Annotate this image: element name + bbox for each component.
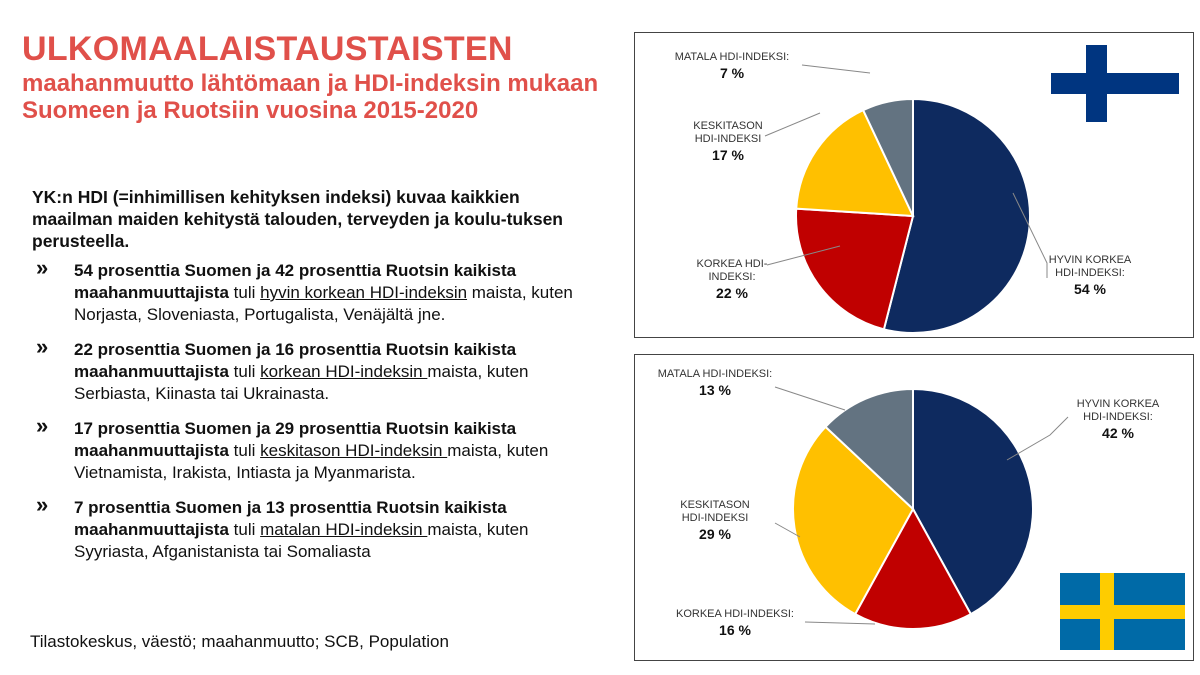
fi-slice-value-2: 17 % (712, 147, 744, 163)
bullet-item: » 22 prosenttia Suomen ja 16 prosenttia … (36, 334, 596, 405)
chevron-right-icon: » (36, 413, 49, 438)
se-leader-line-3 (774, 386, 846, 411)
bullet-item: » 7 prosenttia Suomen ja 13 prosenttia R… (36, 492, 596, 563)
fi-slice-label-3: MATALA HDI-INDEKSI: (675, 51, 790, 63)
fi-slice-label-2: KESKITASON (693, 120, 763, 132)
se-slice-label-2: KESKITASON (680, 499, 750, 511)
bullet-item: » 54 prosenttia Suomen ja 42 prosenttia … (36, 255, 596, 326)
fi-leader-line-0 (1012, 192, 1048, 278)
page-subtitle: maahanmuutto lähtömaan ja HDI-indeksin m… (22, 70, 599, 124)
fi-slice-label-0: HDI-INDEKSI: (1055, 267, 1125, 279)
se-slice-value-0: 42 % (1102, 425, 1134, 441)
fi-slice-label-1: INDEKSI: (708, 271, 755, 283)
fi-leader-line-1 (766, 245, 841, 266)
intro-text: YK:n HDI (=inhimillisen kehityksen indek… (32, 187, 563, 251)
bullet-underlined-text: keskitason HDI-indeksin (260, 441, 448, 460)
chevron-right-icon: » (36, 334, 49, 359)
se-slice-label-0: HDI-INDEKSI: (1083, 411, 1153, 423)
bullet-text: maista, kuten Syyriasta, Afganistanista … (74, 520, 529, 561)
se-slice-label-0: HYVIN KORKEA (1077, 398, 1160, 410)
fi-pie-slice-1 (795, 207, 915, 331)
bullet-text: maista, kuten Serbiasta, Kiinasta tai Uk… (74, 362, 529, 403)
bullet-underlined-text: matalan HDI-indeksin (260, 520, 428, 539)
se-leader-line-2 (774, 522, 801, 538)
finland-flag-icon (1051, 45, 1179, 122)
se-pie-slice-1 (853, 506, 973, 631)
bullet-item: » 17 prosenttia Suomen ja 29 prosenttia … (36, 413, 596, 484)
se-pie-slice-0 (912, 387, 1034, 616)
se-slice-label-1: KORKEA HDI-INDEKSI: (676, 608, 794, 620)
bullet-bold-text: 7 prosenttia Suomen ja 13 prosenttia Ruo… (74, 498, 507, 539)
bullet-bold-text: 22 prosenttia Suomen ja 16 prosenttia Ru… (74, 340, 517, 381)
bullet-underlined-text: hyvin korkean HDI-indeksin (260, 283, 468, 302)
fi-pie-slice-2 (795, 108, 915, 218)
fi-leader-line-2 (764, 112, 821, 137)
bullet-text: tuli (228, 441, 261, 460)
page-title: ULKOMAALAISTAUSTAISTEN (22, 30, 513, 68)
se-pie-slice-2 (791, 425, 915, 616)
fi-slice-label-1: KORKEA HDI- (697, 258, 768, 270)
bullet-text: tuli (228, 362, 261, 381)
fi-slice-label-0: HYVIN KORKEA (1049, 254, 1132, 266)
bullet-underlined-text: korkean HDI-indeksin (260, 362, 428, 381)
bullet-list: » 54 prosenttia Suomen ja 42 prosenttia … (36, 255, 596, 576)
bullet-text: tuli (228, 283, 261, 302)
bullet-bold-text: 54 prosenttia Suomen ja 42 prosenttia Ru… (74, 261, 517, 302)
fi-pie-slice-0 (882, 97, 1032, 334)
sweden-pie-panel: HYVIN KORKEA HDI-INDEKSI: 42 % KORKEA HDI-I… (634, 354, 1194, 661)
fi-slice-value-3: 7 % (720, 65, 745, 81)
se-slice-value-2: 29 % (699, 526, 731, 542)
finland-pie-panel: HYVIN KORKEA HDI-INDEKSI: 54 % KORKEA HDI- I… (634, 32, 1194, 338)
bullet-text: maista, kuten Vietnamista, Irakista, Int… (74, 441, 549, 482)
se-leader-line-0 (1006, 416, 1069, 461)
se-slice-value-1: 16 % (719, 622, 751, 638)
se-leader-line-1 (804, 621, 876, 625)
se-slice-value-3: 13 % (699, 382, 731, 398)
fi-slice-value-0: 54 % (1074, 281, 1106, 297)
se-slice-label-2: HDI-INDEKSI (682, 512, 749, 524)
bullet-text: maista, kuten Norjasta, Sloveniasta, Por… (74, 283, 573, 324)
bullet-bold-text: 17 prosenttia Suomen ja 29 prosenttia Ru… (74, 419, 517, 460)
fi-slice-label-2: HDI-INDEKSI (695, 133, 762, 145)
se-slice-label-3: MATALA HDI-INDEKSI: (658, 368, 773, 380)
chevron-right-icon: » (36, 255, 49, 280)
chevron-right-icon: » (36, 492, 49, 517)
source-text: Tilastokeskus, väestö; maahanmuutto; SCB… (30, 632, 449, 651)
fi-leader-line-3 (801, 64, 871, 74)
se-pie-slice-3 (824, 387, 914, 512)
fi-slice-value-1: 22 % (716, 285, 748, 301)
sweden-flag-icon (1060, 573, 1185, 650)
bullet-text: tuli (228, 520, 261, 539)
fi-pie-slice-3 (861, 97, 914, 217)
